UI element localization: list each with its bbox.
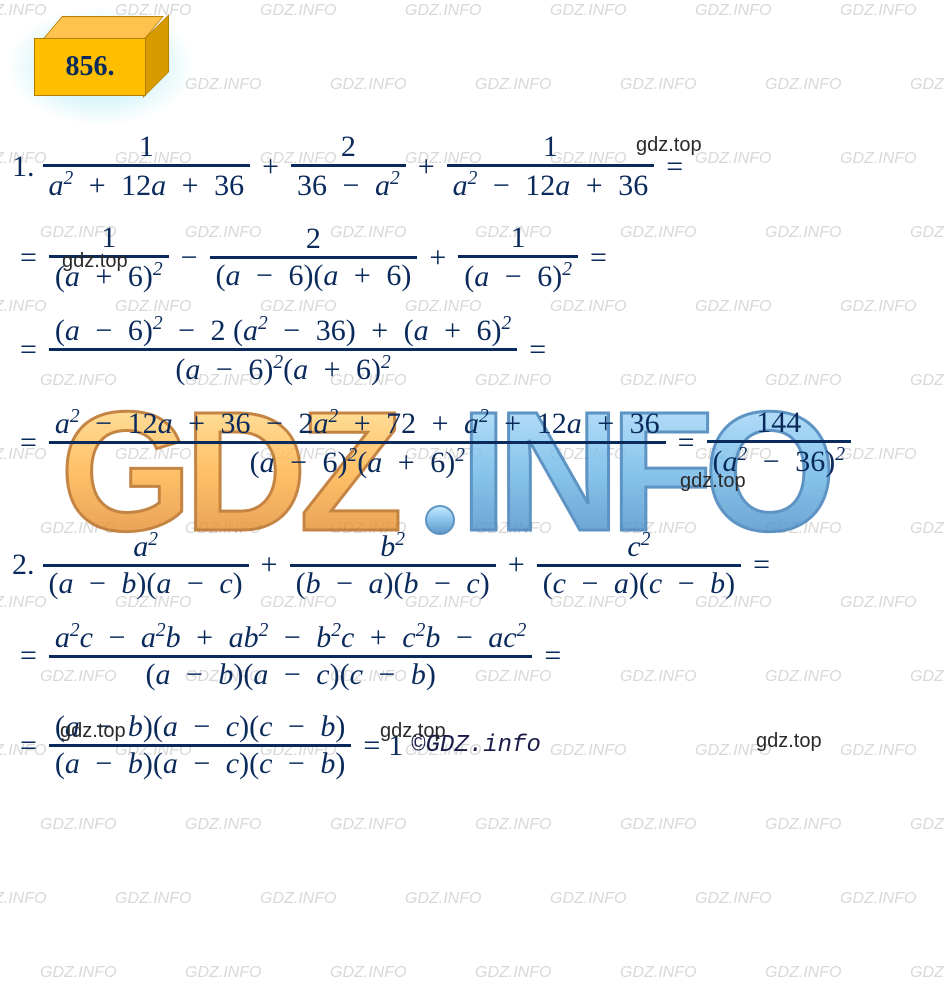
gdztop-overlay: gdz.top: [60, 720, 126, 743]
equals-op: =: [363, 731, 380, 761]
p1-line4: = a2 − 12a + 36 − 2a2 + 72 + a2 + 12a + …: [12, 405, 944, 480]
equals-op: =: [20, 428, 37, 458]
watermark-text: GDZ.INFO: [840, 890, 916, 908]
watermark-text: GDZ.INFO: [260, 890, 336, 908]
watermark-text: GDZ.INFO: [330, 816, 406, 834]
equals-op: =: [753, 550, 770, 580]
p2-label: 2.: [12, 550, 35, 580]
fraction: 1 a2 + 12a + 36: [43, 130, 251, 203]
equals-op: =: [529, 335, 546, 365]
p2-line2: = a2c − a2b + ab2 − b2c + c2b − ac2 (a −…: [12, 619, 944, 692]
fraction: 1 (a − 6)2: [458, 221, 578, 294]
plus-op: +: [508, 550, 525, 580]
plus-op: +: [418, 152, 435, 182]
p1-label: 1.: [12, 152, 35, 182]
watermark-text: GDZ.INFO: [405, 890, 481, 908]
p2-line1: 2. a2 (a − b)(a − c) + b2 (b − a)(b − c)…: [12, 528, 944, 601]
equals-op: =: [590, 243, 607, 273]
watermark-text: GDZ.INFO: [330, 964, 406, 982]
watermark-text: GDZ.INFO: [620, 816, 696, 834]
equals-op: =: [678, 428, 695, 458]
fraction: 2 36 − a2: [291, 130, 406, 203]
plus-op: +: [261, 550, 278, 580]
watermark-text: GDZ.INFO: [910, 964, 944, 982]
math-content: 1. 1 a2 + 12a + 36 + 2 36 − a2 + 1 a2 − …: [0, 0, 944, 781]
watermark-text: GDZ.INFO: [40, 816, 116, 834]
watermark-text: GDZ.INFO: [550, 890, 626, 908]
equals-op: =: [544, 641, 561, 671]
fraction: b2 (b − a)(b − c): [290, 528, 496, 601]
gdztop-overlay: gdz.top: [756, 730, 822, 753]
p1-line3: = (a − 6)2 − 2 (a2 − 36) + (a + 6)2 (a −…: [12, 312, 944, 387]
gdztop-overlay: gdz.top: [62, 250, 128, 273]
minus-op: −: [181, 243, 198, 273]
gdztop-overlay: gdz.top: [380, 720, 446, 743]
fraction: a2 − 12a + 36 − 2a2 + 72 + a2 + 12a + 36…: [49, 405, 666, 480]
watermark-text: GDZ.INFO: [910, 816, 944, 834]
fraction: a2 (a − b)(a − c): [43, 528, 249, 601]
p1-line1: 1. 1 a2 + 12a + 36 + 2 36 − a2 + 1 a2 − …: [12, 130, 944, 203]
watermark-text: GDZ.INFO: [620, 964, 696, 982]
watermark-text: GDZ.INFO: [115, 890, 191, 908]
equals-op: =: [20, 243, 37, 273]
equals-op: =: [20, 335, 37, 365]
gdztop-overlay: gdz.top: [680, 470, 746, 493]
equals-op: =: [20, 641, 37, 671]
plus-op: +: [262, 152, 279, 182]
watermark-text: GDZ.INFO: [475, 964, 551, 982]
watermark-text: GDZ.INFO: [765, 816, 841, 834]
fraction: 2 (a − 6)(a + 6): [210, 222, 418, 293]
fraction: c2 (c − a)(c − b): [537, 528, 741, 601]
p1-line2: = 1 (a + 6)2 − 2 (a − 6)(a + 6) + 1 (a −…: [12, 221, 944, 294]
watermark-text: GDZ.INFO: [40, 964, 116, 982]
watermark-text: GDZ.INFO: [475, 816, 551, 834]
watermark-text: GDZ.INFO: [695, 890, 771, 908]
fraction: 144 (a2 − 36)2: [707, 406, 851, 479]
gdztop-overlay: gdz.top: [636, 134, 702, 157]
equals-op: =: [20, 731, 37, 761]
fraction: 1 a2 − 12a + 36: [447, 130, 655, 203]
watermark-text: GDZ.INFO: [185, 964, 261, 982]
watermark-text: GDZ.INFO: [0, 890, 46, 908]
fraction: (a − 6)2 − 2 (a2 − 36) + (a + 6)2 (a − 6…: [49, 312, 517, 387]
fraction: a2c − a2b + ab2 − b2c + c2b − ac2 (a − b…: [49, 619, 532, 692]
watermark-text: GDZ.INFO: [765, 964, 841, 982]
plus-op: +: [429, 243, 446, 273]
watermark-text: GDZ.INFO: [185, 816, 261, 834]
